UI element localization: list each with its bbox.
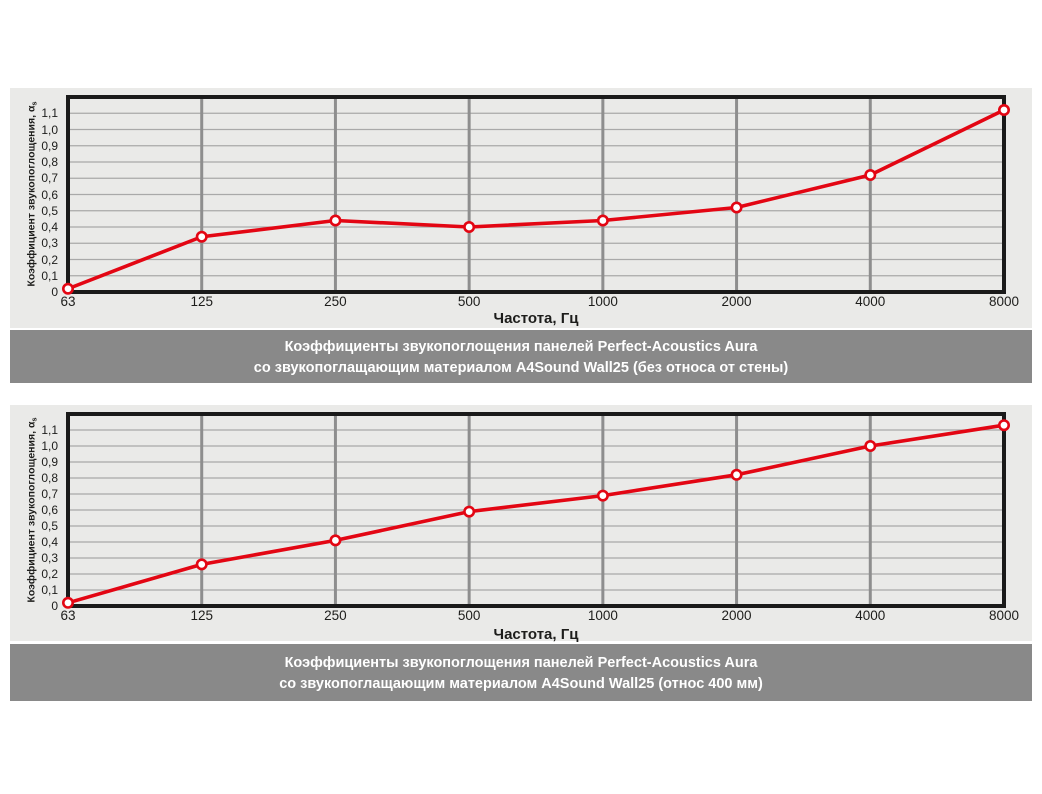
y-tick-label: 0,3	[41, 236, 58, 251]
y-tick-label: 0	[51, 599, 58, 613]
y-tick-label: 0,7	[41, 487, 58, 501]
y-tick-label: 0,3	[41, 551, 58, 565]
caption-line: со звукопоглащающим материалом A4Sound W…	[279, 676, 763, 692]
absorption-chart-panel-2: Коэффициент звукопоглощения, αs 63 125 250…	[10, 405, 1032, 643]
chart-area-1: 63 125 250 500 1000 2000 4000 8000 0 0,1 0,2 0,3 0,4…	[10, 88, 1032, 328]
y-tick-label: 0,1	[41, 268, 58, 283]
x-tick-label: 500	[457, 294, 481, 309]
caption-line: со звукопоглащающим материалом A4Sound W…	[253, 360, 789, 376]
data-point	[62, 596, 74, 609]
data-point	[864, 439, 877, 452]
x-tick-label: 2000	[721, 294, 752, 309]
y-tick-label: 0,5	[41, 519, 58, 533]
data-point	[997, 104, 1010, 116]
caption-bar-2: Коэффициенты звукопоглощения панелей Per…	[10, 644, 1032, 701]
y-tick-label: 0,5	[41, 203, 58, 218]
x-tick-label: 63	[60, 608, 76, 623]
y-tick-label: 0,7	[41, 171, 58, 186]
data-point	[596, 489, 609, 502]
data-line	[66, 423, 1006, 605]
plot-frame	[66, 95, 1006, 294]
y-tick-label: 1,0	[41, 439, 58, 453]
x-tick-label: 500	[457, 608, 481, 623]
y-tick-label: 0,9	[41, 138, 58, 153]
x-tick-label: 1000	[587, 294, 618, 309]
data-point	[864, 169, 877, 182]
data-point	[62, 282, 74, 295]
data-point	[463, 505, 476, 518]
y-tick-label: 0,4	[41, 535, 58, 549]
x-tick-label: 1000	[587, 608, 618, 623]
data-point	[195, 558, 208, 571]
y-tick-label: 1,0	[41, 122, 58, 137]
y-tick-label: 0,2	[41, 567, 58, 581]
y-tick-label: 0,6	[41, 503, 58, 517]
data-point	[997, 419, 1010, 432]
caption-line: Коэффициенты звукопоглощения панелей Per…	[284, 339, 758, 355]
x-tick-label: 250	[324, 294, 347, 309]
x-tick-label: 4000	[855, 608, 886, 623]
x-tick-label: 2000	[721, 608, 752, 623]
data-point	[329, 214, 342, 227]
data-point	[730, 468, 743, 481]
x-tick-label: 125	[190, 294, 213, 309]
x-axis-label: Частота, Гц	[493, 626, 579, 643]
y-tick-label: 0,9	[41, 455, 58, 469]
y-tick-label: 0,8	[41, 471, 58, 485]
y-tick-label: 0,8	[41, 155, 58, 169]
y-tick-label: 0	[51, 285, 58, 299]
y-tick-label: 0,1	[41, 583, 58, 597]
plot-canvas	[62, 412, 1010, 609]
data-line	[66, 108, 1006, 291]
x-tick-label: 4000	[855, 294, 886, 309]
y-tick-label: 1,1	[41, 423, 58, 437]
caption-bar-1: Коэффициенты звукопоглощения панелей Per…	[10, 330, 1032, 383]
data-point	[195, 230, 208, 243]
y-tick-label: 1,1	[41, 106, 58, 121]
data-point	[463, 221, 476, 234]
x-tick-label: 125	[190, 608, 213, 623]
data-point	[329, 534, 342, 547]
absorption-chart-panel-1: Коэффициент звукопоглощения, αs 63 125 250…	[10, 88, 1032, 328]
x-tick-label: 8000	[988, 608, 1020, 623]
plot-frame	[66, 412, 1006, 608]
y-tick-label: 0,6	[41, 187, 58, 202]
x-tick-label: 250	[324, 608, 347, 623]
y-tick-label: 0,4	[41, 220, 58, 234]
x-tick-label: 63	[60, 294, 76, 309]
data-point	[596, 214, 609, 227]
caption-line: Коэффициенты звукопоглощения панелей Per…	[284, 655, 758, 671]
plot-canvas	[62, 95, 1010, 295]
y-tick-label: 0,2	[41, 252, 58, 267]
x-axis-label: Частота, Гц	[493, 310, 579, 327]
chart-area-2: 63 125 250 500 1000 2000 4000 8000 0 0,1 0,2 0,3 0,4…	[10, 405, 1032, 641]
x-tick-label: 8000	[988, 294, 1020, 309]
data-point	[730, 201, 743, 214]
